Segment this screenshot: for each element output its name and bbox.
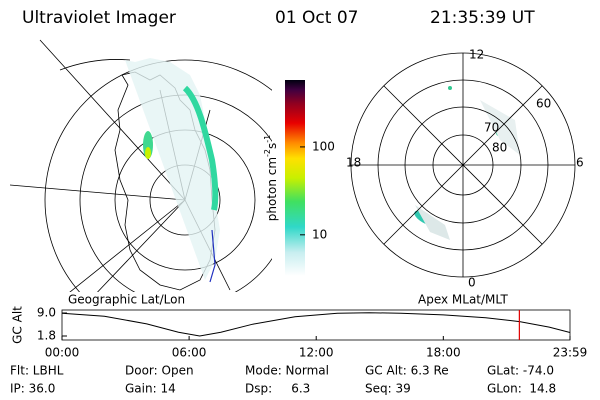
- plot-frame: [61, 309, 571, 341]
- x-tick-label: 06:00: [172, 346, 207, 360]
- map-label: Apex MLat/MLT: [418, 293, 508, 307]
- geographic-map: [9, 39, 272, 292]
- altitude-curve: [61, 312, 571, 337]
- x-tick-label: 18:00: [426, 346, 461, 360]
- y-tick-label: 1.8: [37, 329, 56, 343]
- polar-plot: [350, 52, 576, 278]
- status-field: Mode: Normal: [245, 364, 329, 378]
- title: Ultraviolet Imager: [22, 8, 176, 28]
- unit: photon cm: [265, 157, 279, 221]
- mlt-label: 6: [576, 156, 584, 170]
- exponent: -1: [263, 135, 272, 143]
- status-field: Dsp: 6.3: [245, 382, 310, 396]
- y-tick-label: 9.0: [37, 306, 56, 320]
- colorbar: [285, 80, 305, 276]
- lat-label: 80: [492, 141, 507, 155]
- x-tick-label: 23:59: [553, 346, 588, 360]
- status-field: Door: Open: [125, 364, 194, 378]
- lat-label: 70: [484, 121, 499, 135]
- status-field: Seq: 39: [365, 382, 411, 396]
- status-field: GC Alt: 6.3 Re: [365, 364, 449, 378]
- status-field: Flt: LBHL: [10, 364, 64, 378]
- x-tick-label: 00:00: [45, 346, 80, 360]
- exponent: -2: [263, 149, 272, 157]
- date: 01 Oct 07: [275, 8, 358, 28]
- colorbar-tick-label: 100: [312, 139, 335, 153]
- status-field: GLat: -74.0: [487, 364, 554, 378]
- mlt-label: 12: [469, 48, 484, 62]
- map-label: Geographic Lat/Lon: [68, 293, 185, 307]
- mlt-label: 0: [468, 276, 476, 290]
- status-field: Gain: 14: [125, 382, 176, 396]
- status-field: GLon: 14.8: [487, 382, 556, 396]
- time: 21:35:39 UT: [430, 8, 535, 28]
- status-field: IP: 36.0: [10, 382, 55, 396]
- colorbar-label: photon cm-2s-1: [263, 135, 279, 222]
- colorbar-tick-label: 10: [312, 227, 327, 241]
- unit: s: [265, 143, 279, 149]
- lat-label: 60: [536, 97, 551, 111]
- mlt-label: 18: [346, 156, 361, 170]
- y-axis-label: GC Alt: [11, 306, 25, 344]
- x-tick-label: 12:00: [299, 346, 334, 360]
